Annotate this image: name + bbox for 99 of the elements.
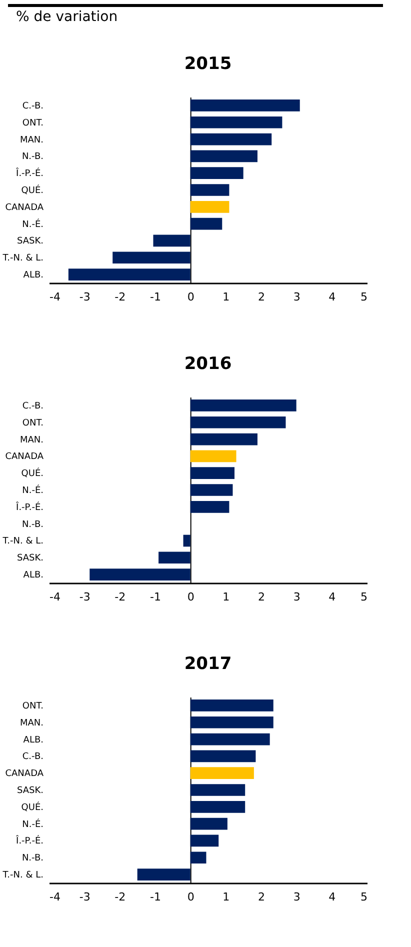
y-tick-label: MAN. [20, 718, 44, 728]
x-tick-label: 3 [293, 890, 300, 904]
y-tick-label: T.-N. & L. [2, 870, 44, 881]
y-tick-label: SASK. [16, 554, 44, 564]
x-tick-label: -1 [150, 290, 161, 304]
x-tick-label: -3 [79, 590, 90, 604]
x-tick-label: -4 [50, 590, 60, 604]
x-tick-label: -4 [50, 290, 60, 304]
x-tick-label: 1 [222, 290, 230, 304]
bar [190, 834, 219, 847]
x-tick-label: 0 [187, 290, 194, 304]
y-tick-label: C.-B. [22, 401, 44, 412]
bar [190, 116, 282, 128]
x-tick-label: -3 [79, 290, 90, 304]
x-tick-label: 2 [258, 590, 265, 604]
chart-title: 2017 [184, 654, 232, 674]
bar [190, 716, 274, 728]
x-tick-label: -4 [50, 890, 60, 904]
x-tick-label: 3 [293, 590, 300, 604]
y-tick-label: QUÉ. [21, 467, 44, 480]
y-tick-label: N.-B. [22, 152, 44, 162]
bar [183, 534, 190, 547]
y-tick-label: N.-É. [22, 484, 44, 496]
y-tick-label: Î.-P.-É. [15, 834, 44, 847]
x-tick-label: -1 [150, 890, 161, 904]
x-tick-label: -2 [114, 890, 126, 904]
y-tick-label: T.-N. & L. [2, 536, 44, 547]
bar [190, 100, 300, 112]
bar [112, 252, 190, 264]
x-tick-label: 4 [328, 890, 336, 904]
x-tick-label: 4 [328, 590, 336, 604]
y-tick-label: T.-N. & L. [2, 254, 44, 264]
y-tick-label: SASK. [16, 786, 44, 796]
bar [190, 852, 206, 864]
bar [190, 800, 246, 813]
y-tick-label: Î.-P.-É. [15, 167, 44, 180]
x-tick-label: 4 [328, 290, 336, 304]
bar [90, 568, 190, 580]
y-tick-label: CANADA [5, 452, 44, 462]
bar [190, 700, 274, 712]
y-tick-label: MAN. [20, 435, 44, 446]
y-tick-label: ONT. [22, 701, 44, 712]
bar [137, 868, 190, 880]
bar [190, 133, 272, 146]
x-tick-label: -1 [150, 590, 161, 604]
bar [190, 167, 244, 180]
y-tick-label: CANADA [5, 769, 44, 780]
y-tick-label: Î.-P.-É. [15, 500, 44, 513]
y-tick-label: ALB. [23, 735, 44, 746]
bar [190, 484, 233, 496]
x-tick-label: 5 [360, 290, 368, 304]
bar [190, 450, 236, 462]
y-tick-label: SASK. [16, 236, 44, 247]
bar [190, 818, 228, 830]
y-tick-label: MAN. [20, 135, 44, 146]
y-tick-label: CANADA [5, 202, 44, 213]
y-tick-label: C.-B. [22, 101, 44, 112]
y-tick-label: N.-É. [22, 218, 44, 230]
x-tick-label: 3 [293, 290, 300, 304]
text: % de variation [8, 4, 383, 25]
x-tick-label: 1 [222, 890, 230, 904]
bar [190, 467, 234, 480]
y-tick-label: N.-B. [22, 854, 44, 864]
bar [158, 552, 190, 564]
bar [68, 268, 190, 280]
x-tick-label: -2 [114, 590, 126, 604]
y-tick-label: ONT. [22, 118, 44, 128]
y-tick-label: C.-B. [22, 752, 44, 762]
y-tick-label: QUÉ. [21, 184, 44, 196]
x-tick-label: 0 [187, 590, 194, 604]
x-tick-label: 5 [360, 590, 368, 604]
bar [190, 218, 222, 230]
bar [190, 400, 296, 412]
bar [190, 433, 258, 446]
x-tick-label: -3 [79, 890, 90, 904]
bar [190, 784, 246, 796]
bar [190, 733, 270, 746]
bar [190, 200, 230, 213]
y-tick-label: N.-B. [22, 520, 44, 530]
bar [190, 150, 258, 162]
x-tick-label: 2 [258, 890, 265, 904]
bar [190, 767, 254, 780]
x-tick-label: 1 [222, 590, 230, 604]
y-tick-label: ALB. [23, 570, 44, 581]
bar [190, 750, 256, 762]
y-tick-label: ONT. [22, 418, 44, 428]
x-tick-label: 5 [360, 890, 368, 904]
x-tick-label: -2 [114, 290, 126, 304]
bar [190, 500, 230, 513]
x-tick-label: 0 [187, 890, 194, 904]
y-tick-label: QUÉ. [21, 800, 44, 813]
chart-title: 2015 [184, 54, 232, 74]
y-tick-label: ALB. [23, 270, 44, 281]
bar [153, 234, 190, 247]
y-tick-label: N.-É. [22, 818, 44, 830]
bar [190, 184, 230, 196]
bar [190, 416, 286, 428]
chart-title: 2016 [184, 354, 232, 374]
x-tick-label: 2 [258, 290, 265, 304]
